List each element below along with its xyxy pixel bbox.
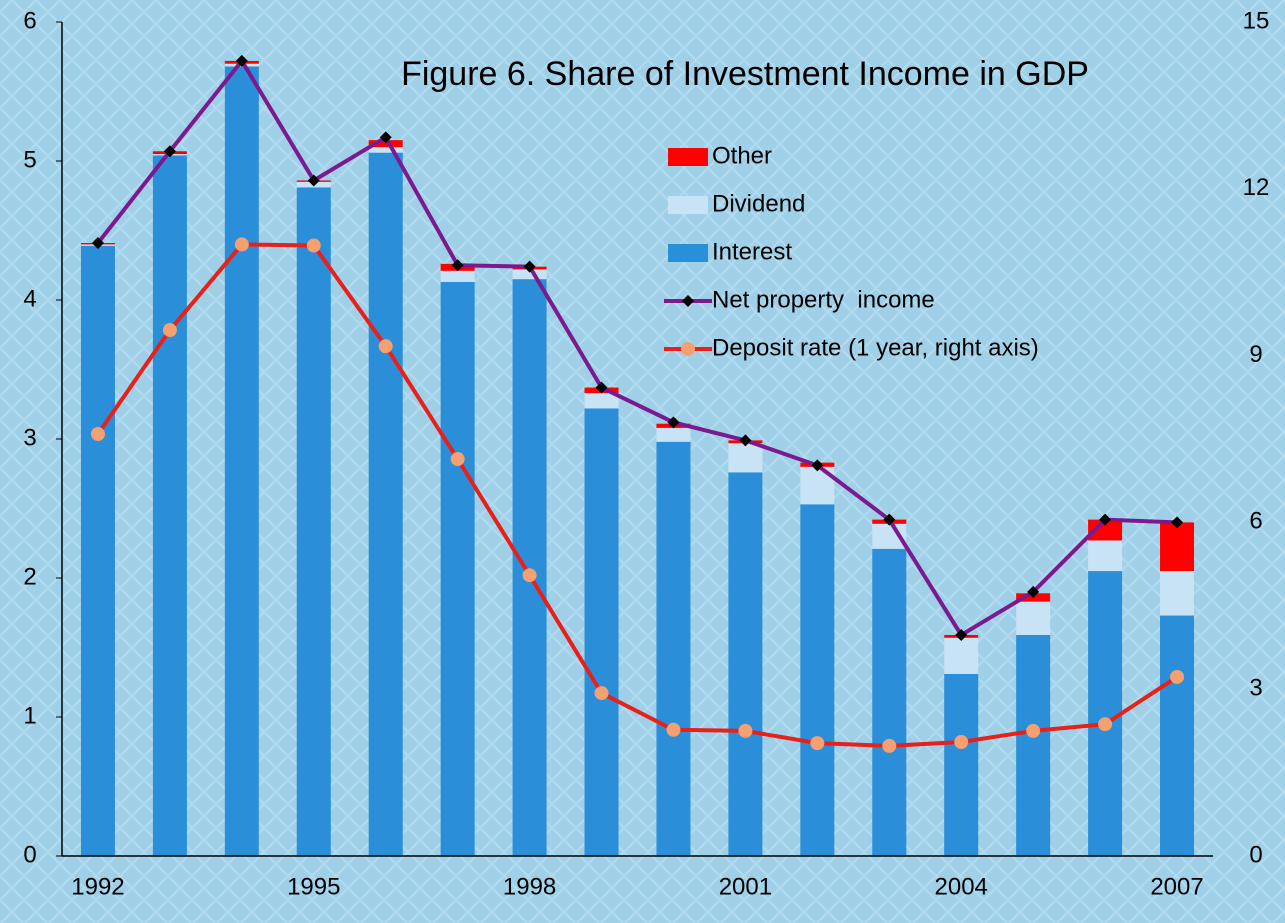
bar-segment (1160, 522, 1195, 572)
marker (883, 513, 896, 526)
line (96, 57, 1178, 638)
y-tick-label: 3 (23, 424, 36, 451)
bar-segment (80, 245, 115, 857)
marker (90, 426, 105, 441)
y2-tick-label: 9 (1249, 341, 1262, 368)
bar-segment (296, 187, 331, 856)
y-tick-label: 6 (23, 7, 36, 34)
bar-segment (800, 504, 835, 856)
x-tick-label: 1995 (287, 873, 340, 900)
bar-segment (1088, 540, 1123, 572)
marker (522, 568, 537, 583)
x-tick-label: 1998 (503, 873, 556, 900)
marker (235, 54, 248, 67)
y2-tick-label: 15 (1243, 7, 1270, 34)
y-tick-label: 1 (23, 702, 36, 729)
bar-segment (1016, 601, 1051, 635)
bar-segment (944, 673, 979, 856)
marker (738, 723, 753, 738)
marker (1026, 723, 1041, 738)
marker (523, 260, 536, 273)
marker (379, 131, 392, 144)
bar-segment (1160, 615, 1195, 856)
bar-segment (656, 441, 691, 856)
bar-segment (584, 393, 619, 409)
y-tick-label: 5 (23, 146, 36, 173)
legend-marker (682, 295, 694, 307)
legend-swatch (668, 148, 708, 166)
y2-tick-label: 3 (1249, 675, 1262, 702)
bar-segment (728, 472, 763, 856)
marker (954, 735, 969, 750)
line (96, 242, 1179, 748)
y2-tick-label: 0 (1249, 841, 1262, 868)
bar-segment (1160, 571, 1195, 616)
y-tick-label: 2 (23, 563, 36, 590)
bar-segment (440, 270, 475, 282)
bar-segment (1016, 634, 1051, 856)
bar-segment (512, 279, 547, 856)
y2-tick-label: 12 (1243, 174, 1270, 201)
marker (1098, 717, 1113, 732)
legend-label: Net property income (712, 286, 935, 313)
bar-segment (224, 66, 259, 857)
y-tick-label: 4 (23, 285, 36, 312)
bar-segment (440, 281, 475, 856)
x-tick-label: 2007 (1150, 873, 1203, 900)
marker (1099, 513, 1112, 526)
x-tick-label: 1992 (71, 873, 124, 900)
marker (594, 686, 609, 701)
legend-label: Deposit rate (1 year, right axis) (712, 334, 1039, 361)
y-tick-label: 0 (23, 841, 36, 868)
bar-segment (728, 443, 763, 473)
marker (666, 722, 681, 737)
marker (163, 145, 176, 158)
marker (739, 434, 752, 447)
marker (955, 628, 968, 641)
bar-segment (152, 155, 187, 856)
marker (307, 174, 320, 187)
legend-swatch (668, 244, 708, 262)
legend-label: Dividend (712, 190, 805, 217)
x-tick-label: 2004 (935, 873, 988, 900)
bar-segment (872, 548, 907, 856)
marker (451, 259, 464, 272)
bar-segment (1088, 571, 1123, 856)
bar-segment (512, 269, 547, 280)
bar-segment (656, 427, 691, 442)
chart-title: Figure 6. Share of Investment Income in … (401, 55, 1089, 93)
marker (378, 339, 393, 354)
marker (234, 237, 249, 252)
bar-segment (368, 140, 403, 148)
marker (91, 237, 104, 250)
marker (1170, 669, 1185, 684)
bar-segment (1088, 519, 1123, 541)
legend-marker (681, 342, 695, 356)
marker (1027, 585, 1040, 598)
marker (450, 452, 465, 467)
legend-label: Interest (712, 238, 792, 265)
marker (306, 238, 321, 253)
legend-label: Other (712, 142, 772, 169)
marker (595, 381, 608, 394)
legend-swatch (668, 196, 708, 214)
marker (1171, 516, 1184, 529)
marker (882, 738, 897, 753)
marker (667, 416, 680, 429)
y2-tick-label: 6 (1249, 508, 1262, 535)
bar-segment (368, 147, 403, 153)
bar-segment (944, 637, 979, 674)
x-tick-label: 2001 (719, 873, 772, 900)
bar-segment (584, 408, 619, 856)
marker (810, 736, 825, 751)
bar-segment (368, 152, 403, 856)
marker (162, 323, 177, 338)
marker (811, 459, 824, 472)
